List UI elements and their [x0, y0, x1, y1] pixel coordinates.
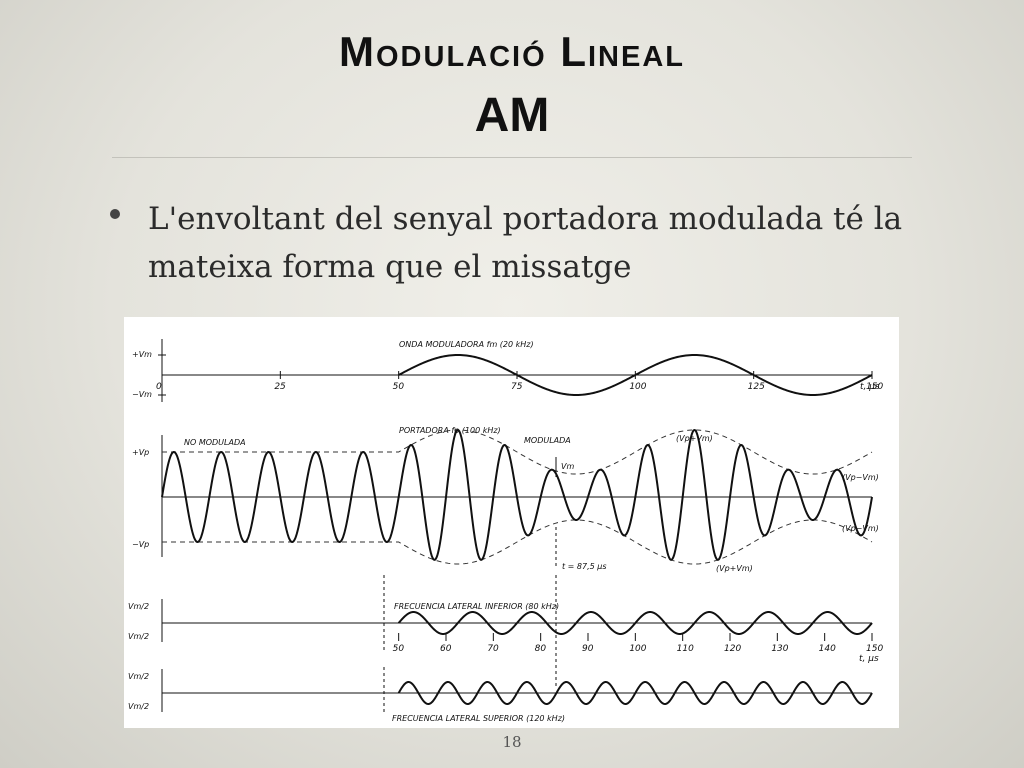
lower-sideband-curve	[397, 610, 873, 636]
axis-tick-label: 100	[629, 644, 646, 654]
upper-sideband-curve	[397, 680, 873, 706]
axis-tick-label: 110	[677, 644, 694, 654]
upper-sideband-panel: Vm/2 Vm/2 FRECUENCIA LATERAL SUPERIOR (1…	[128, 667, 873, 723]
modulating-wave-curve	[398, 354, 873, 396]
modulating-plus-vm-label: +Vm	[132, 350, 152, 359]
axis-tick-label: 100	[629, 382, 646, 392]
slide-title: Modulació Lineal	[339, 28, 685, 75]
axis-tick-label: 140	[819, 644, 836, 654]
sideband-axis-unit: t, μs	[859, 654, 879, 664]
modulated-carrier-curve	[161, 428, 873, 561]
axis-tick-label: 25	[274, 382, 286, 392]
axis-tick-label: 150	[866, 382, 883, 392]
envelope-top-max-label: (Vp+Vm)	[676, 434, 713, 443]
axis-tick-label: 50	[393, 644, 405, 654]
lower-envelope	[162, 519, 873, 565]
axis-tick-label: 90	[582, 644, 594, 654]
modulating-axis-ticks: 0 25 50 75 100 125 150	[156, 371, 883, 392]
lsb-minus-label: Vm/2	[128, 632, 149, 641]
carrier-panel: +Vp −Vp NO MODULADA PORTADORA fp (100 kH…	[132, 426, 879, 573]
vm-marker-label: Vm	[561, 462, 574, 471]
axis-tick-label: 50	[393, 382, 405, 392]
envelope-bottom-max-label: (Vp+Vm)	[716, 564, 753, 573]
axis-tick-label: 150	[866, 644, 883, 654]
am-waveform-diagram: +Vm −Vm ONDA MODULADORA fm (20 kHz) 0 25 5…	[128, 339, 883, 723]
axis-tick-label: 130	[771, 644, 788, 654]
title-divider	[112, 157, 912, 158]
slide-subtitle: AM	[474, 89, 550, 142]
modulating-axis-unit: t, μs	[860, 382, 880, 392]
axis-tick-label: 60	[440, 644, 452, 654]
lsb-plus-label: Vm/2	[128, 602, 149, 611]
page-number: 18	[502, 733, 522, 751]
modulating-minus-vm-label: −Vm	[132, 390, 152, 399]
modulating-wave-panel: +Vm −Vm ONDA MODULADORA fm (20 kHz) 0 25 5…	[132, 339, 883, 402]
time-marker-label: t = 87,5 μs	[562, 562, 607, 571]
carrier-minus-vp-label: −Vp	[132, 540, 149, 549]
unmodulated-label: NO MODULADA	[184, 438, 246, 447]
lower-sideband-label: FRECUENCIA LATERAL INFERIOR (80 kHz)	[394, 602, 559, 611]
envelope-bottom-min-label: (Vp−Vm)	[842, 524, 879, 533]
axis-tick-label: 75	[511, 382, 523, 392]
axis-tick-label: 120	[724, 644, 741, 654]
upper-sideband-label: FRECUENCIA LATERAL SUPERIOR (120 kHz)	[392, 714, 565, 723]
usb-minus-label: Vm/2	[128, 702, 149, 711]
usb-plus-label: Vm/2	[128, 672, 149, 681]
axis-tick-label: 70	[487, 644, 499, 654]
sideband-axis-ticks: 50 60 70 80 90 100 110 120 130 140 150	[393, 633, 883, 654]
bullet-point-icon	[110, 209, 120, 219]
modulating-wave-label: ONDA MODULADORA fm (20 kHz)	[399, 340, 534, 349]
upper-envelope	[162, 429, 873, 475]
modulated-label: MODULADA	[524, 436, 571, 445]
carrier-plus-vp-label: +Vp	[132, 448, 149, 457]
bullet-text: L'envoltant del senyal portadora modulad…	[148, 201, 903, 285]
axis-tick-label: 0	[156, 382, 162, 392]
axis-tick-label: 125	[748, 382, 765, 392]
am-modulation-figure: +Vm −Vm ONDA MODULADORA fm (20 kHz) 0 25 5…	[124, 317, 899, 728]
lower-sideband-panel: Vm/2 Vm/2 FRECUENCIA LATERAL INFERIOR (8…	[128, 575, 883, 689]
axis-tick-label: 80	[535, 644, 547, 654]
envelope-top-min-label: (Vp−Vm)	[842, 473, 879, 482]
